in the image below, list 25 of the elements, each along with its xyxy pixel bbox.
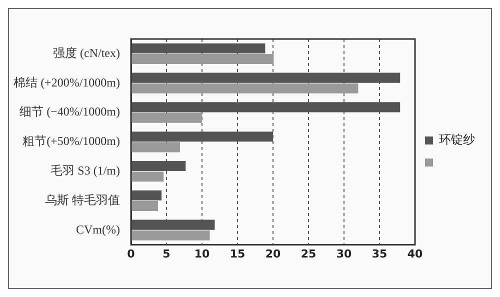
bar	[132, 230, 210, 240]
x-tick-label: 25	[300, 247, 316, 260]
x-tick-label: 30	[336, 247, 352, 260]
y-tick-label: 毛羽 S3 (1/m)	[50, 163, 120, 178]
y-tick-label: 粗节(+50%/1000m)	[22, 134, 120, 148]
y-tick-label: 强度 (cN/tex)	[53, 46, 120, 60]
bar	[132, 142, 180, 152]
y-tick-label: 细节 (−40%/1000m)	[20, 104, 120, 119]
bar	[132, 112, 202, 123]
bar	[132, 172, 164, 182]
legend-label: 环锭纱	[439, 132, 475, 147]
bar	[132, 83, 358, 94]
x-tick-label: 0	[127, 247, 136, 260]
y-tick-label: 棉结 (+200%/1000m)	[14, 75, 120, 90]
bar	[132, 200, 158, 212]
x-tick-label: 10	[194, 247, 210, 260]
x-tick-label: 35	[372, 247, 388, 260]
x-tick-label: 5	[162, 247, 170, 260]
x-tick-label: 40	[407, 247, 423, 260]
y-tick-label: 乌斯 特毛羽值	[45, 192, 120, 207]
bar	[132, 54, 274, 64]
bar	[132, 190, 162, 200]
x-tick-label: 15	[230, 247, 246, 260]
x-tick-label: 20	[265, 247, 281, 260]
y-tick-label: CVm(%)	[76, 222, 120, 236]
